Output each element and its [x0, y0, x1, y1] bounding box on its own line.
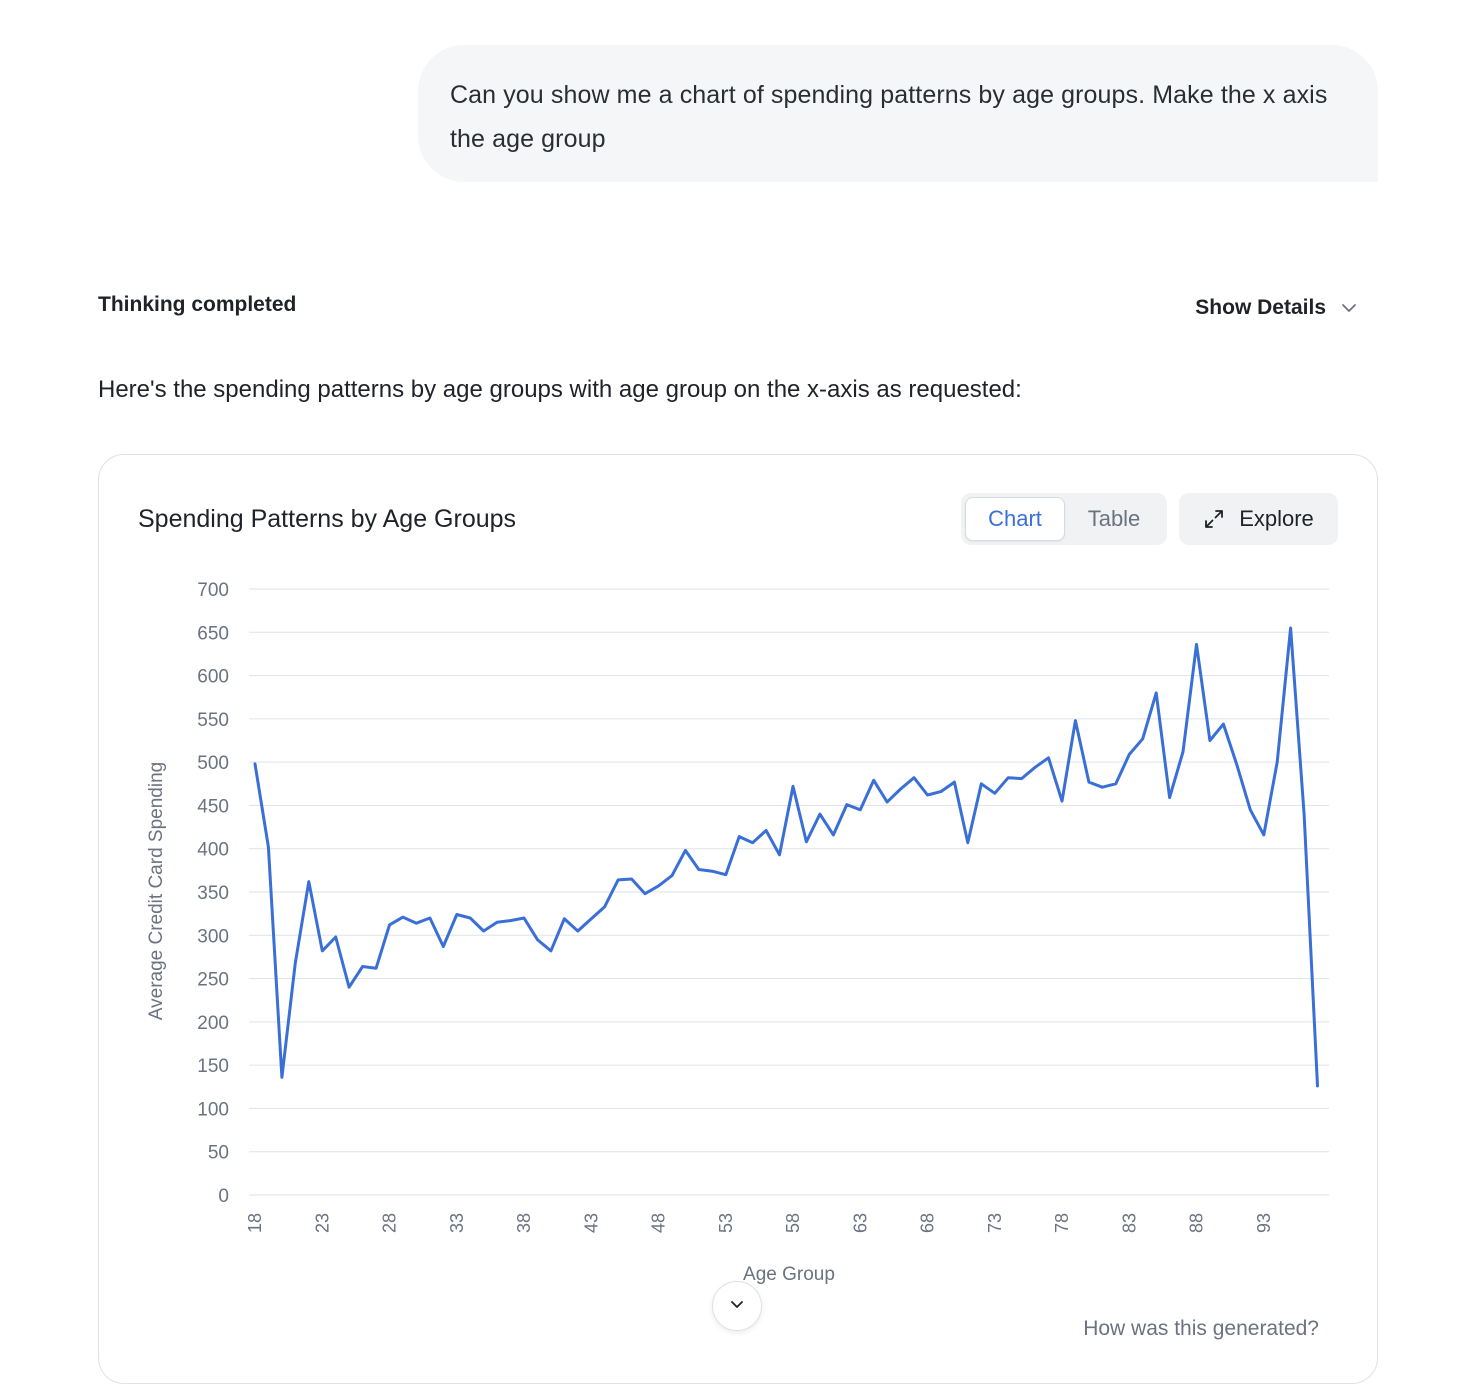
x-axis-title: Age Group — [743, 1264, 835, 1285]
x-tick-label: 78 — [1052, 1213, 1072, 1233]
x-tick-label: 48 — [649, 1213, 669, 1233]
y-tick-label: 450 — [197, 796, 229, 817]
x-tick-label: 23 — [312, 1213, 332, 1233]
x-tick-label: 58 — [783, 1213, 803, 1233]
x-tick-label: 28 — [380, 1213, 400, 1233]
x-tick-label: 43 — [581, 1213, 601, 1233]
y-tick-label: 50 — [208, 1143, 229, 1164]
explore-button[interactable]: Explore — [1179, 493, 1338, 545]
y-tick-label: 150 — [197, 1056, 229, 1077]
y-tick-label: 500 — [197, 753, 229, 774]
chart-card-title: Spending Patterns by Age Groups — [138, 505, 517, 533]
x-tick-label: 38 — [514, 1213, 534, 1233]
x-tick-label: 83 — [1119, 1213, 1139, 1233]
tab-table[interactable]: Table — [1087, 506, 1141, 531]
how-generated-link[interactable]: How was this generated? — [1083, 1317, 1319, 1340]
x-tick-label: 93 — [1254, 1213, 1274, 1233]
chevron-down-icon — [728, 1295, 746, 1318]
x-tick-label: 73 — [985, 1213, 1005, 1233]
y-tick-label: 200 — [197, 1013, 229, 1034]
chart-card: Spending Patterns by Age Groups Chart Ta… — [98, 454, 1378, 1384]
y-tick-label: 550 — [197, 710, 229, 731]
expand-arrows-icon — [1203, 508, 1225, 530]
show-details-label: Show Details — [1195, 296, 1326, 319]
user-message-bubble: Can you show me a chart of spending patt… — [418, 45, 1378, 182]
chart-svg: 0 50 100 150 200 250 300 350 400 450 500 550 600 650 7… — [146, 580, 1329, 1285]
y-tick-label: 600 — [197, 667, 229, 688]
thinking-status: Thinking completed — [98, 293, 297, 316]
y-tick-label: 300 — [197, 926, 229, 947]
x-tick-label: 88 — [1187, 1213, 1207, 1233]
view-toggle: Chart Table — [961, 493, 1167, 545]
y-tick-label: 400 — [197, 840, 229, 861]
assistant-intro-text: Here's the spending patterns by age grou… — [98, 376, 1022, 403]
x-tick-label: 63 — [850, 1213, 870, 1233]
y-tick-label: 0 — [218, 1186, 229, 1207]
x-tick-label: 68 — [918, 1213, 938, 1233]
y-axis-title: Average Credit Card Spending — [146, 762, 167, 1020]
y-tick-label: 100 — [197, 1099, 229, 1120]
x-tick-label: 18 — [245, 1213, 265, 1233]
y-tick-label: 250 — [197, 970, 229, 991]
tab-chart[interactable]: Chart — [965, 497, 1065, 541]
chevron-down-icon — [1340, 299, 1358, 317]
series-line — [253, 626, 1319, 1088]
x-tick-label: 53 — [716, 1213, 736, 1233]
show-details-button[interactable]: Show Details — [1195, 290, 1358, 326]
x-tick-label: 33 — [447, 1213, 467, 1233]
explore-label: Explore — [1239, 506, 1314, 531]
y-tick-label: 350 — [197, 883, 229, 904]
user-message-text: Can you show me a chart of spending patt… — [450, 81, 1328, 153]
y-tick-label: 650 — [197, 623, 229, 644]
y-tick-label: 700 — [197, 580, 229, 601]
collapse-chart-button[interactable] — [712, 1281, 762, 1331]
